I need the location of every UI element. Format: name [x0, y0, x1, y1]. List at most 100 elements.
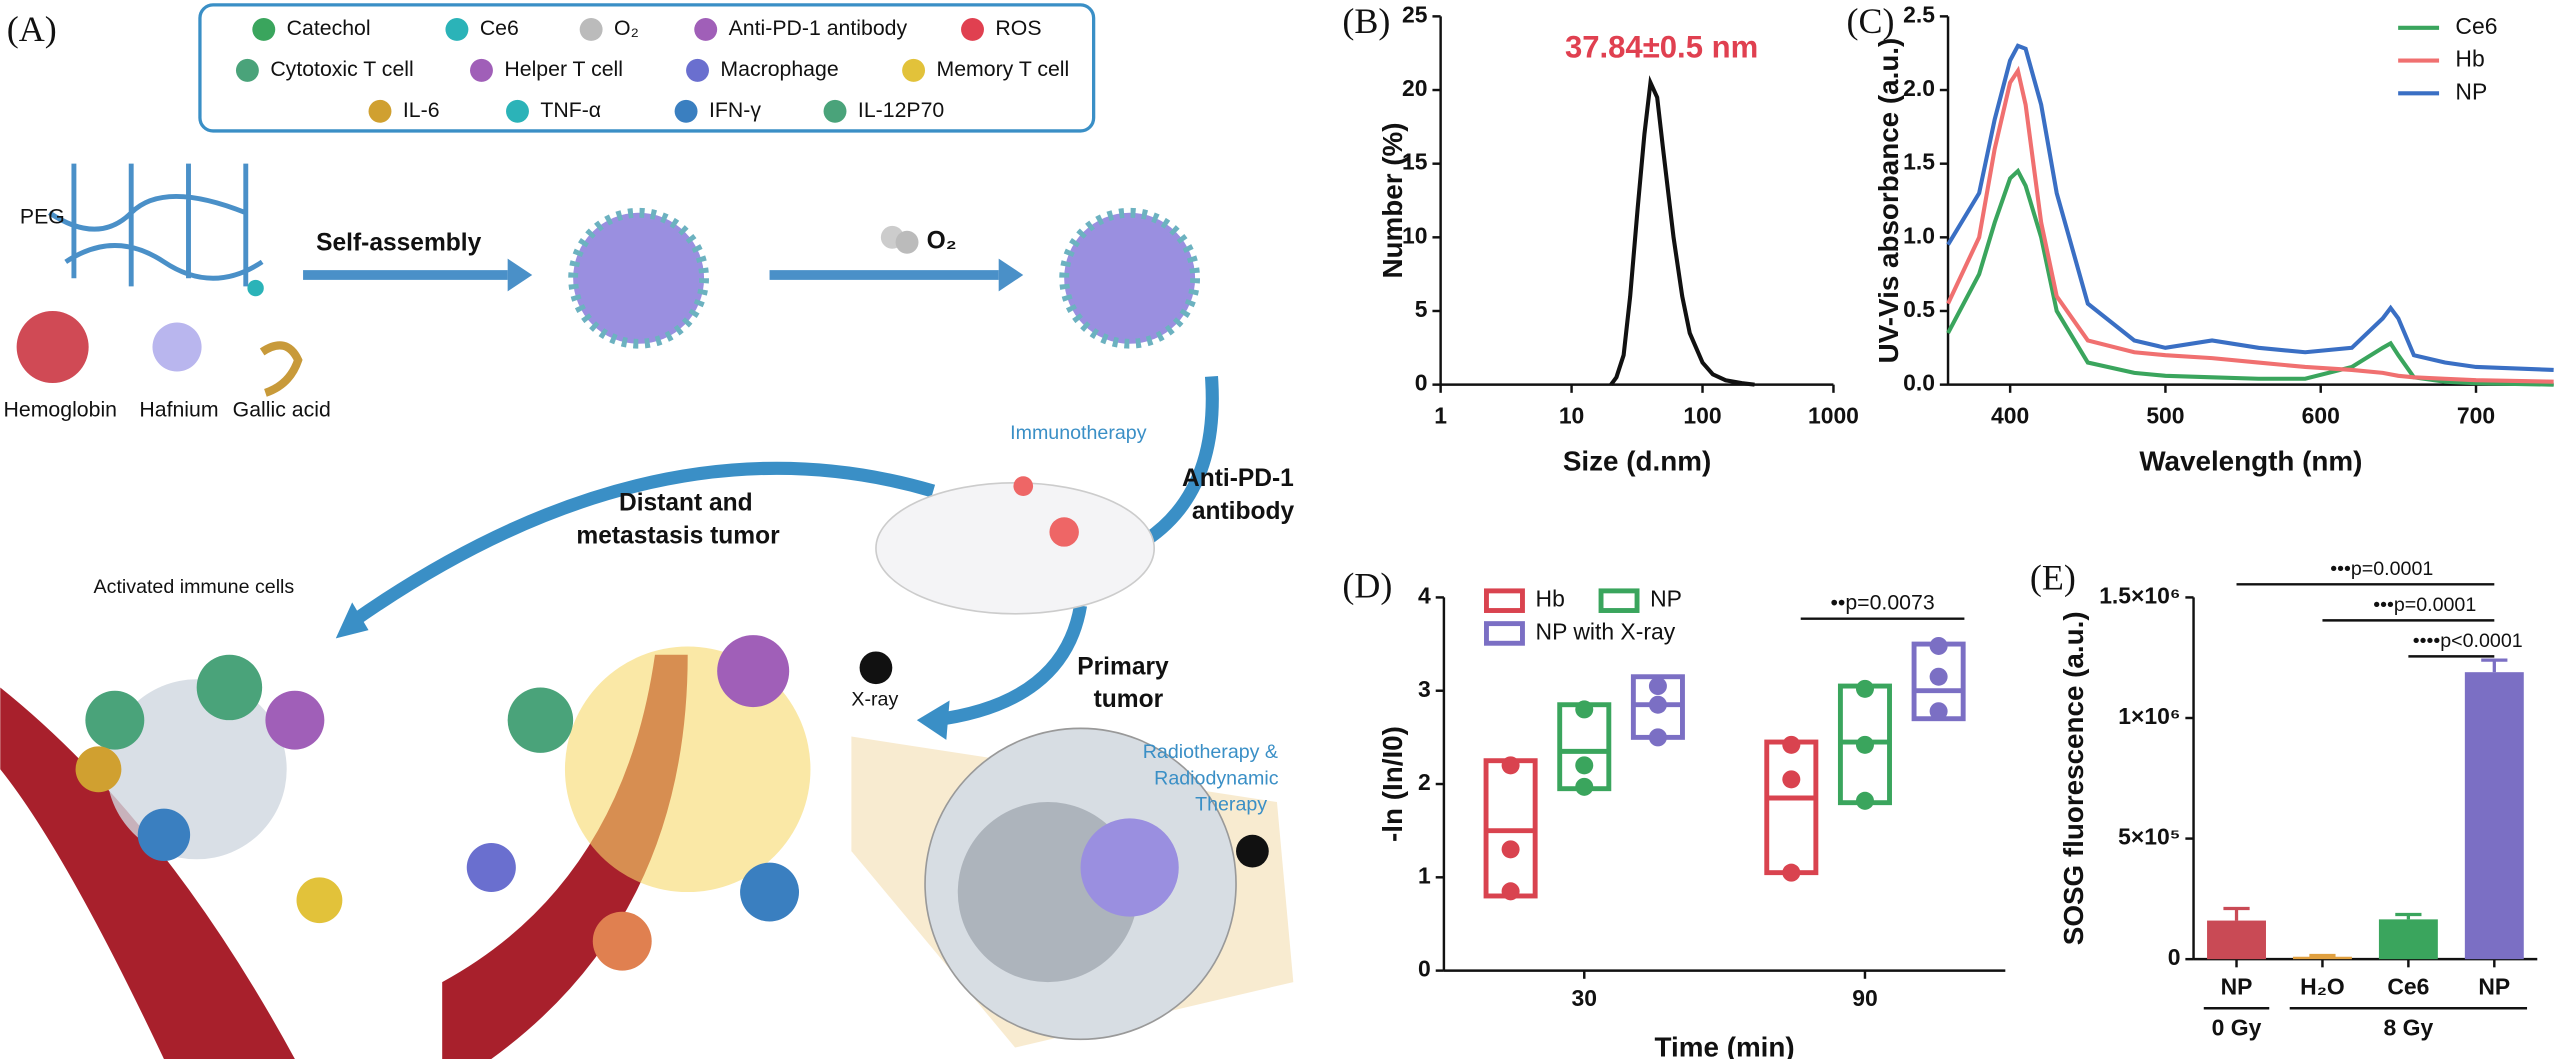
annotation: ••p=0.0073: [1830, 591, 1934, 615]
x-tick-label: 90: [1852, 985, 1877, 1011]
y-tick-label: 1.5×10⁶: [2099, 582, 2180, 608]
legend-icon: [961, 18, 984, 41]
point: [1782, 770, 1801, 789]
group-label: 8 Gy: [2384, 1015, 2434, 1041]
legend-label: NP: [2455, 78, 2487, 104]
legend-swatch: [1484, 621, 1525, 646]
x-tick-label: 700: [2457, 402, 2495, 428]
x-tick-label: 1: [1434, 402, 1447, 428]
y-tick-label: 1.5: [1903, 149, 1935, 175]
point: [1782, 735, 1801, 754]
legend: Catechol Ce6 O₂ Anti-PD-1 antibody ROS Cytoto…: [235, 16, 1070, 123]
point: [1855, 735, 1874, 754]
line: [1946, 65, 2554, 384]
x-tick-label: Ce6: [2387, 974, 2429, 1000]
y-tick-label: 20: [1402, 75, 1427, 101]
y-tick-label: 0.5: [1903, 296, 1935, 322]
label: Radiodynamic: [1154, 767, 1279, 789]
bar: [2207, 920, 2266, 960]
label: Hafnium: [139, 397, 218, 421]
bar: [2464, 672, 2524, 960]
panel-label: (A): [7, 9, 57, 49]
legend-label: Hb: [2455, 46, 2484, 72]
point: [1929, 667, 1948, 686]
label: Hemoglobin: [4, 397, 117, 421]
panel-label: (C): [1847, 1, 1895, 41]
panel-label: (E): [2030, 557, 2076, 597]
legend-label: Ce6: [480, 16, 519, 40]
legend-icon: [368, 99, 392, 123]
y-tick-label: 5: [1415, 296, 1428, 322]
legend-icon: [686, 58, 709, 82]
legend-swatch: [1598, 588, 1640, 613]
legend-label: O₂: [614, 16, 639, 40]
y-tick-label: 1.0: [1903, 222, 1935, 248]
label: Therapy: [1195, 793, 1267, 815]
point: [1648, 677, 1667, 696]
legend-label: IL-6: [403, 98, 440, 122]
y-tick-label: 1×10⁶: [2118, 703, 2180, 729]
label: tumor: [1094, 686, 1164, 713]
annotation: •••p=0.0001: [2330, 558, 2433, 580]
legend-label: Hb: [1536, 586, 1565, 612]
group-label: 0 Gy: [2212, 1015, 2262, 1041]
label: O₂: [927, 228, 957, 255]
legend-icon: [579, 18, 603, 41]
y-tick-label: 4: [1418, 582, 1431, 608]
legend-label: Ce6: [2455, 13, 2497, 39]
x-tick-label: H₂O: [2300, 974, 2345, 1000]
y-tick-label: 5×10⁵: [2118, 824, 2180, 850]
y-tick-label: 0: [1418, 956, 1431, 982]
point: [1782, 863, 1801, 882]
point: [1648, 728, 1667, 747]
legend-label: TNF-α: [540, 98, 601, 122]
x-tick-label: 400: [1991, 402, 2029, 428]
y-tick-label: 2.5: [1903, 1, 1935, 27]
label: Self-assembly: [316, 229, 481, 256]
x-axis-title: Time (min): [1655, 1032, 1795, 1059]
label: Gallic acid: [233, 397, 331, 421]
legend-box: [198, 3, 1096, 133]
y-tick-label: 2: [1418, 769, 1431, 795]
legend-label: Anti-PD-1 antibody: [729, 16, 908, 40]
point: [1929, 636, 1948, 655]
label: Activated immune cells: [94, 576, 295, 598]
label: Radiotherapy &: [1143, 741, 1278, 763]
label: antibody: [1192, 498, 1295, 525]
x-tick-label: NP: [2221, 974, 2253, 1000]
point: [1501, 756, 1520, 775]
legend-label: Macrophage: [720, 57, 838, 81]
y-axis-title: UV-Vis absorbance (a.u.): [1873, 38, 1904, 364]
y-axis-title: SOSG fluorescence (a.u.): [2058, 611, 2089, 945]
y-tick-label: 2.0: [1903, 75, 1935, 101]
legend-icon: [902, 58, 926, 82]
x-tick-label: 30: [1572, 985, 1597, 1011]
y-tick-label: 0: [2168, 944, 2181, 970]
label: PEG: [20, 204, 65, 228]
point: [1855, 791, 1874, 810]
panel-label: (D): [1342, 566, 1392, 606]
label: Primary: [1077, 653, 1169, 680]
y-tick-label: 3: [1418, 676, 1431, 702]
point: [1575, 700, 1594, 719]
x-tick-label: NP: [2478, 974, 2510, 1000]
x-axis-title: Size (d.nm): [1563, 446, 1711, 477]
y-axis-title: Number (%): [1377, 122, 1408, 278]
line: [1609, 75, 1755, 387]
x-tick-label: 10: [1559, 402, 1584, 428]
legend-label: Cytotoxic T cell: [270, 57, 413, 81]
label: X-ray: [851, 689, 898, 711]
point: [1855, 679, 1874, 698]
bar: [2378, 919, 2438, 960]
legend-swatch: [1484, 588, 1525, 613]
y-tick-label: 15: [1402, 149, 1428, 175]
legend-label: NP: [1650, 586, 1682, 612]
legend-icon: [823, 99, 847, 123]
point: [1501, 882, 1520, 901]
box: [1764, 739, 1819, 876]
legend-icon: [445, 18, 469, 41]
legend-icon: [235, 58, 259, 82]
legend-label: Memory T cell: [937, 57, 1070, 81]
y-axis-title: -ln (In/I0): [1377, 726, 1408, 842]
